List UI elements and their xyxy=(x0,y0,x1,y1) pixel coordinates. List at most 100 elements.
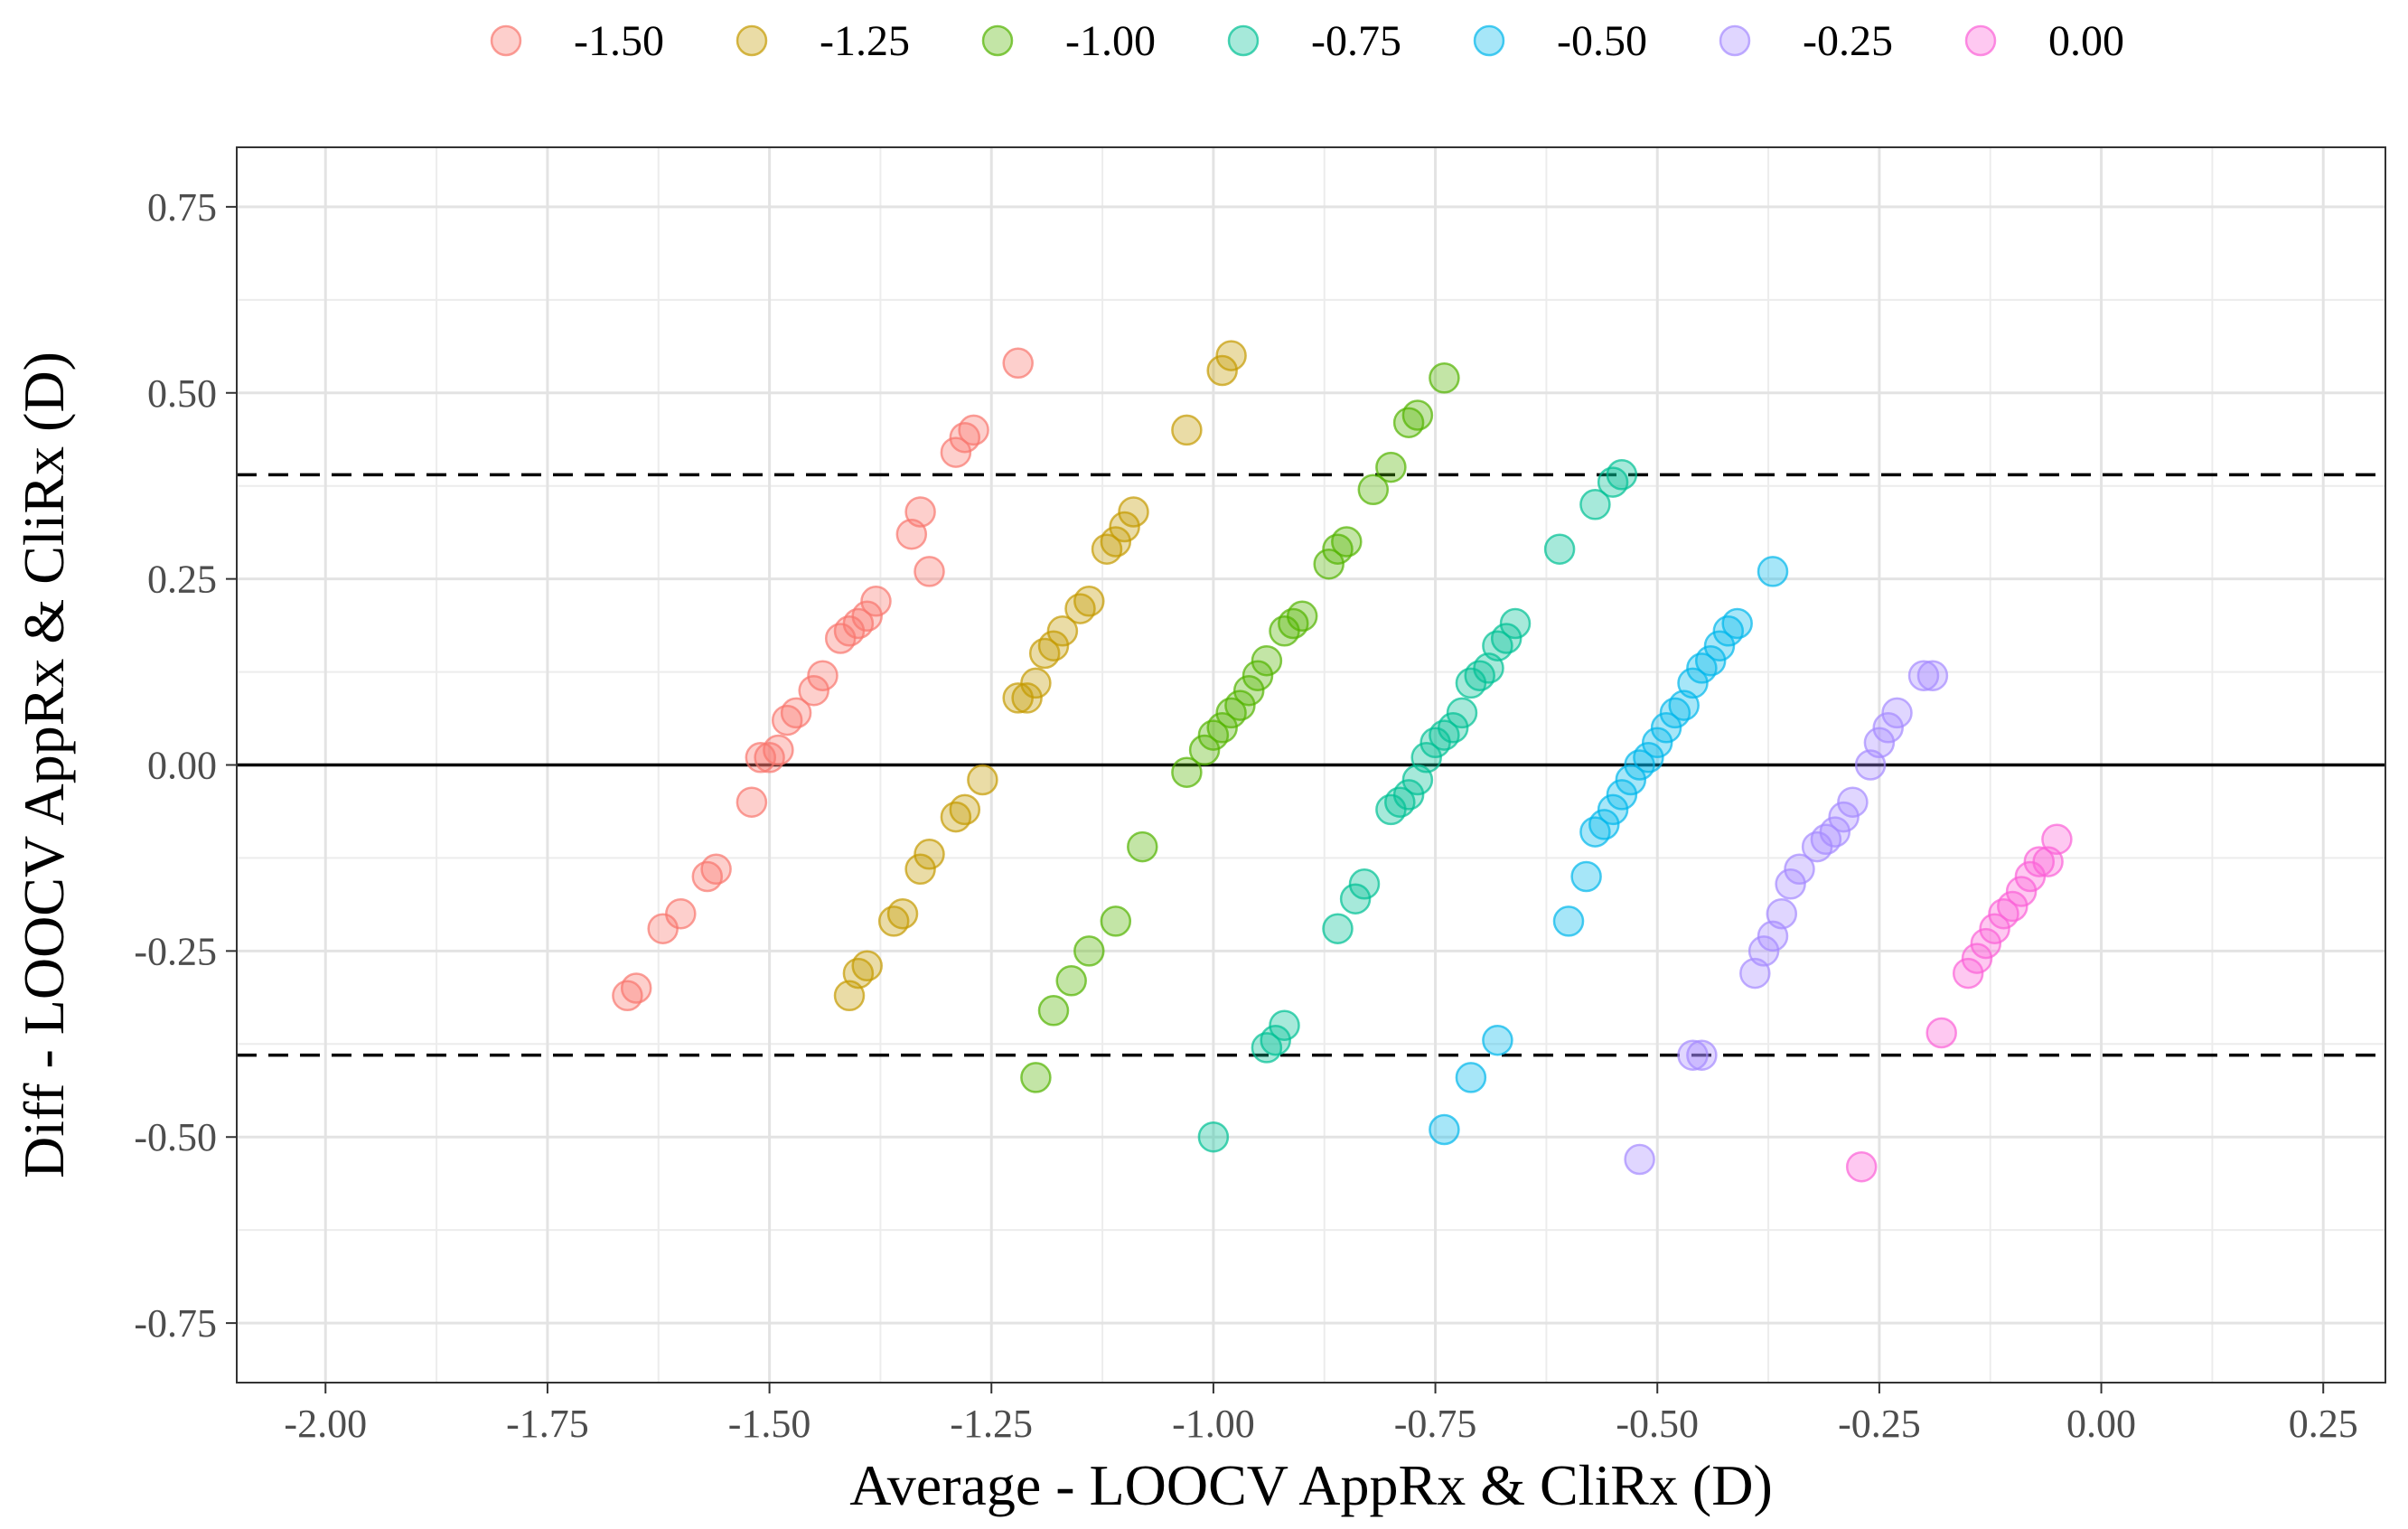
data-point xyxy=(1979,913,2010,944)
x-tick-label: 0.00 xyxy=(2066,1402,2136,1446)
data-point xyxy=(1055,965,1087,997)
data-point xyxy=(1828,801,1860,833)
x-axis-title: Average - LOOCV AppRx & CliRx (D) xyxy=(849,1453,1773,1517)
data-point xyxy=(949,421,981,454)
x-tick-label: -0.25 xyxy=(1838,1402,1921,1446)
data-point xyxy=(1854,749,1887,781)
data-point xyxy=(1109,511,1140,543)
data-point xyxy=(1837,786,1869,818)
data-point xyxy=(1455,667,1487,699)
legend-label: -0.75 xyxy=(1311,17,1401,65)
y-tick-label: -0.75 xyxy=(134,1301,217,1346)
x-tick-label: -0.50 xyxy=(1616,1402,1699,1446)
data-point xyxy=(1197,719,1230,751)
data-point xyxy=(1739,957,1771,990)
data-point xyxy=(1499,607,1532,640)
legend-label: -0.25 xyxy=(1803,17,1893,65)
x-tick-label: -1.00 xyxy=(1172,1402,1255,1446)
x-tick-label: -1.50 xyxy=(728,1402,811,1446)
data-point xyxy=(1269,1009,1300,1041)
data-point xyxy=(1961,943,1993,974)
data-point xyxy=(1118,496,1149,528)
legend-item: -1.25 xyxy=(736,17,910,65)
data-point xyxy=(2005,876,2038,907)
legend-key xyxy=(1227,24,1260,57)
data-point xyxy=(1020,1062,1052,1093)
data-point xyxy=(1375,793,1407,826)
data-point xyxy=(877,905,910,937)
data-point xyxy=(612,980,643,1012)
data-point xyxy=(1686,1039,1718,1071)
data-point xyxy=(1686,652,1718,684)
data-point xyxy=(1455,1062,1487,1093)
data-point xyxy=(1624,749,1655,781)
data-points xyxy=(612,340,2073,1183)
data-point xyxy=(940,801,972,833)
data-point xyxy=(1251,1032,1283,1064)
data-point xyxy=(1127,830,1158,863)
data-point xyxy=(1171,756,1203,788)
data-point xyxy=(1579,489,1611,521)
data-point xyxy=(1064,593,1096,624)
data-point xyxy=(914,839,945,870)
data-point xyxy=(1570,860,1602,893)
data-point xyxy=(1650,712,1682,744)
data-point xyxy=(1703,630,1736,661)
data-point xyxy=(1357,474,1390,506)
legend-item: -0.75 xyxy=(1227,17,1401,65)
x-tick-label: -1.75 xyxy=(506,1402,589,1446)
data-point xyxy=(1757,556,1789,587)
data-point xyxy=(1322,913,1354,944)
x-tick-label: -2.00 xyxy=(284,1402,367,1446)
data-point xyxy=(1615,764,1647,796)
data-point xyxy=(754,742,785,774)
data-point xyxy=(1597,793,1629,826)
series-group xyxy=(1845,823,2073,1183)
data-point xyxy=(1028,637,1061,670)
data-point xyxy=(2014,860,2047,893)
y-tick-label: -0.25 xyxy=(134,929,217,973)
data-point xyxy=(1339,883,1372,915)
data-point xyxy=(967,764,998,796)
data-point xyxy=(1925,1017,1957,1049)
data-point xyxy=(895,518,928,550)
legend-item: -1.00 xyxy=(981,17,1156,65)
series-group xyxy=(1624,660,1949,1176)
data-point xyxy=(1757,920,1789,952)
data-point xyxy=(1552,905,1585,937)
data-point xyxy=(807,660,839,691)
data-point xyxy=(798,674,829,707)
data-point xyxy=(1659,697,1691,729)
data-point xyxy=(1313,548,1345,580)
data-point xyxy=(1322,533,1354,565)
data-point xyxy=(2023,846,2056,877)
legend-item: -0.50 xyxy=(1473,17,1647,65)
x-tick-label: -1.25 xyxy=(950,1402,1033,1446)
data-point xyxy=(1188,734,1221,766)
legend-item: -0.25 xyxy=(1719,17,1893,65)
data-point xyxy=(1624,1143,1655,1176)
data-point xyxy=(1269,615,1300,647)
data-point xyxy=(736,786,768,818)
data-point xyxy=(1872,712,1904,744)
data-point xyxy=(1100,905,1132,937)
axes: -2.00 -1.75 -1.50 -1.25 -1.00 -0.75 -0.50 -0.25… xyxy=(134,185,2357,1446)
data-point xyxy=(1801,830,1833,863)
data-point xyxy=(1073,935,1105,967)
data-point xyxy=(1907,660,1940,691)
series-group xyxy=(1197,459,1638,1153)
data-point xyxy=(1429,362,1460,394)
data-point xyxy=(1970,927,2002,960)
x-tick-label: -0.75 xyxy=(1394,1402,1477,1446)
data-point xyxy=(1375,451,1407,483)
data-point xyxy=(940,436,972,468)
data-point xyxy=(1401,764,1434,796)
data-point xyxy=(1215,697,1247,729)
data-point xyxy=(1482,1024,1513,1056)
data-point xyxy=(914,556,945,587)
data-point xyxy=(1420,727,1451,759)
legend-item: -1.50 xyxy=(490,17,664,65)
data-point xyxy=(860,586,892,617)
